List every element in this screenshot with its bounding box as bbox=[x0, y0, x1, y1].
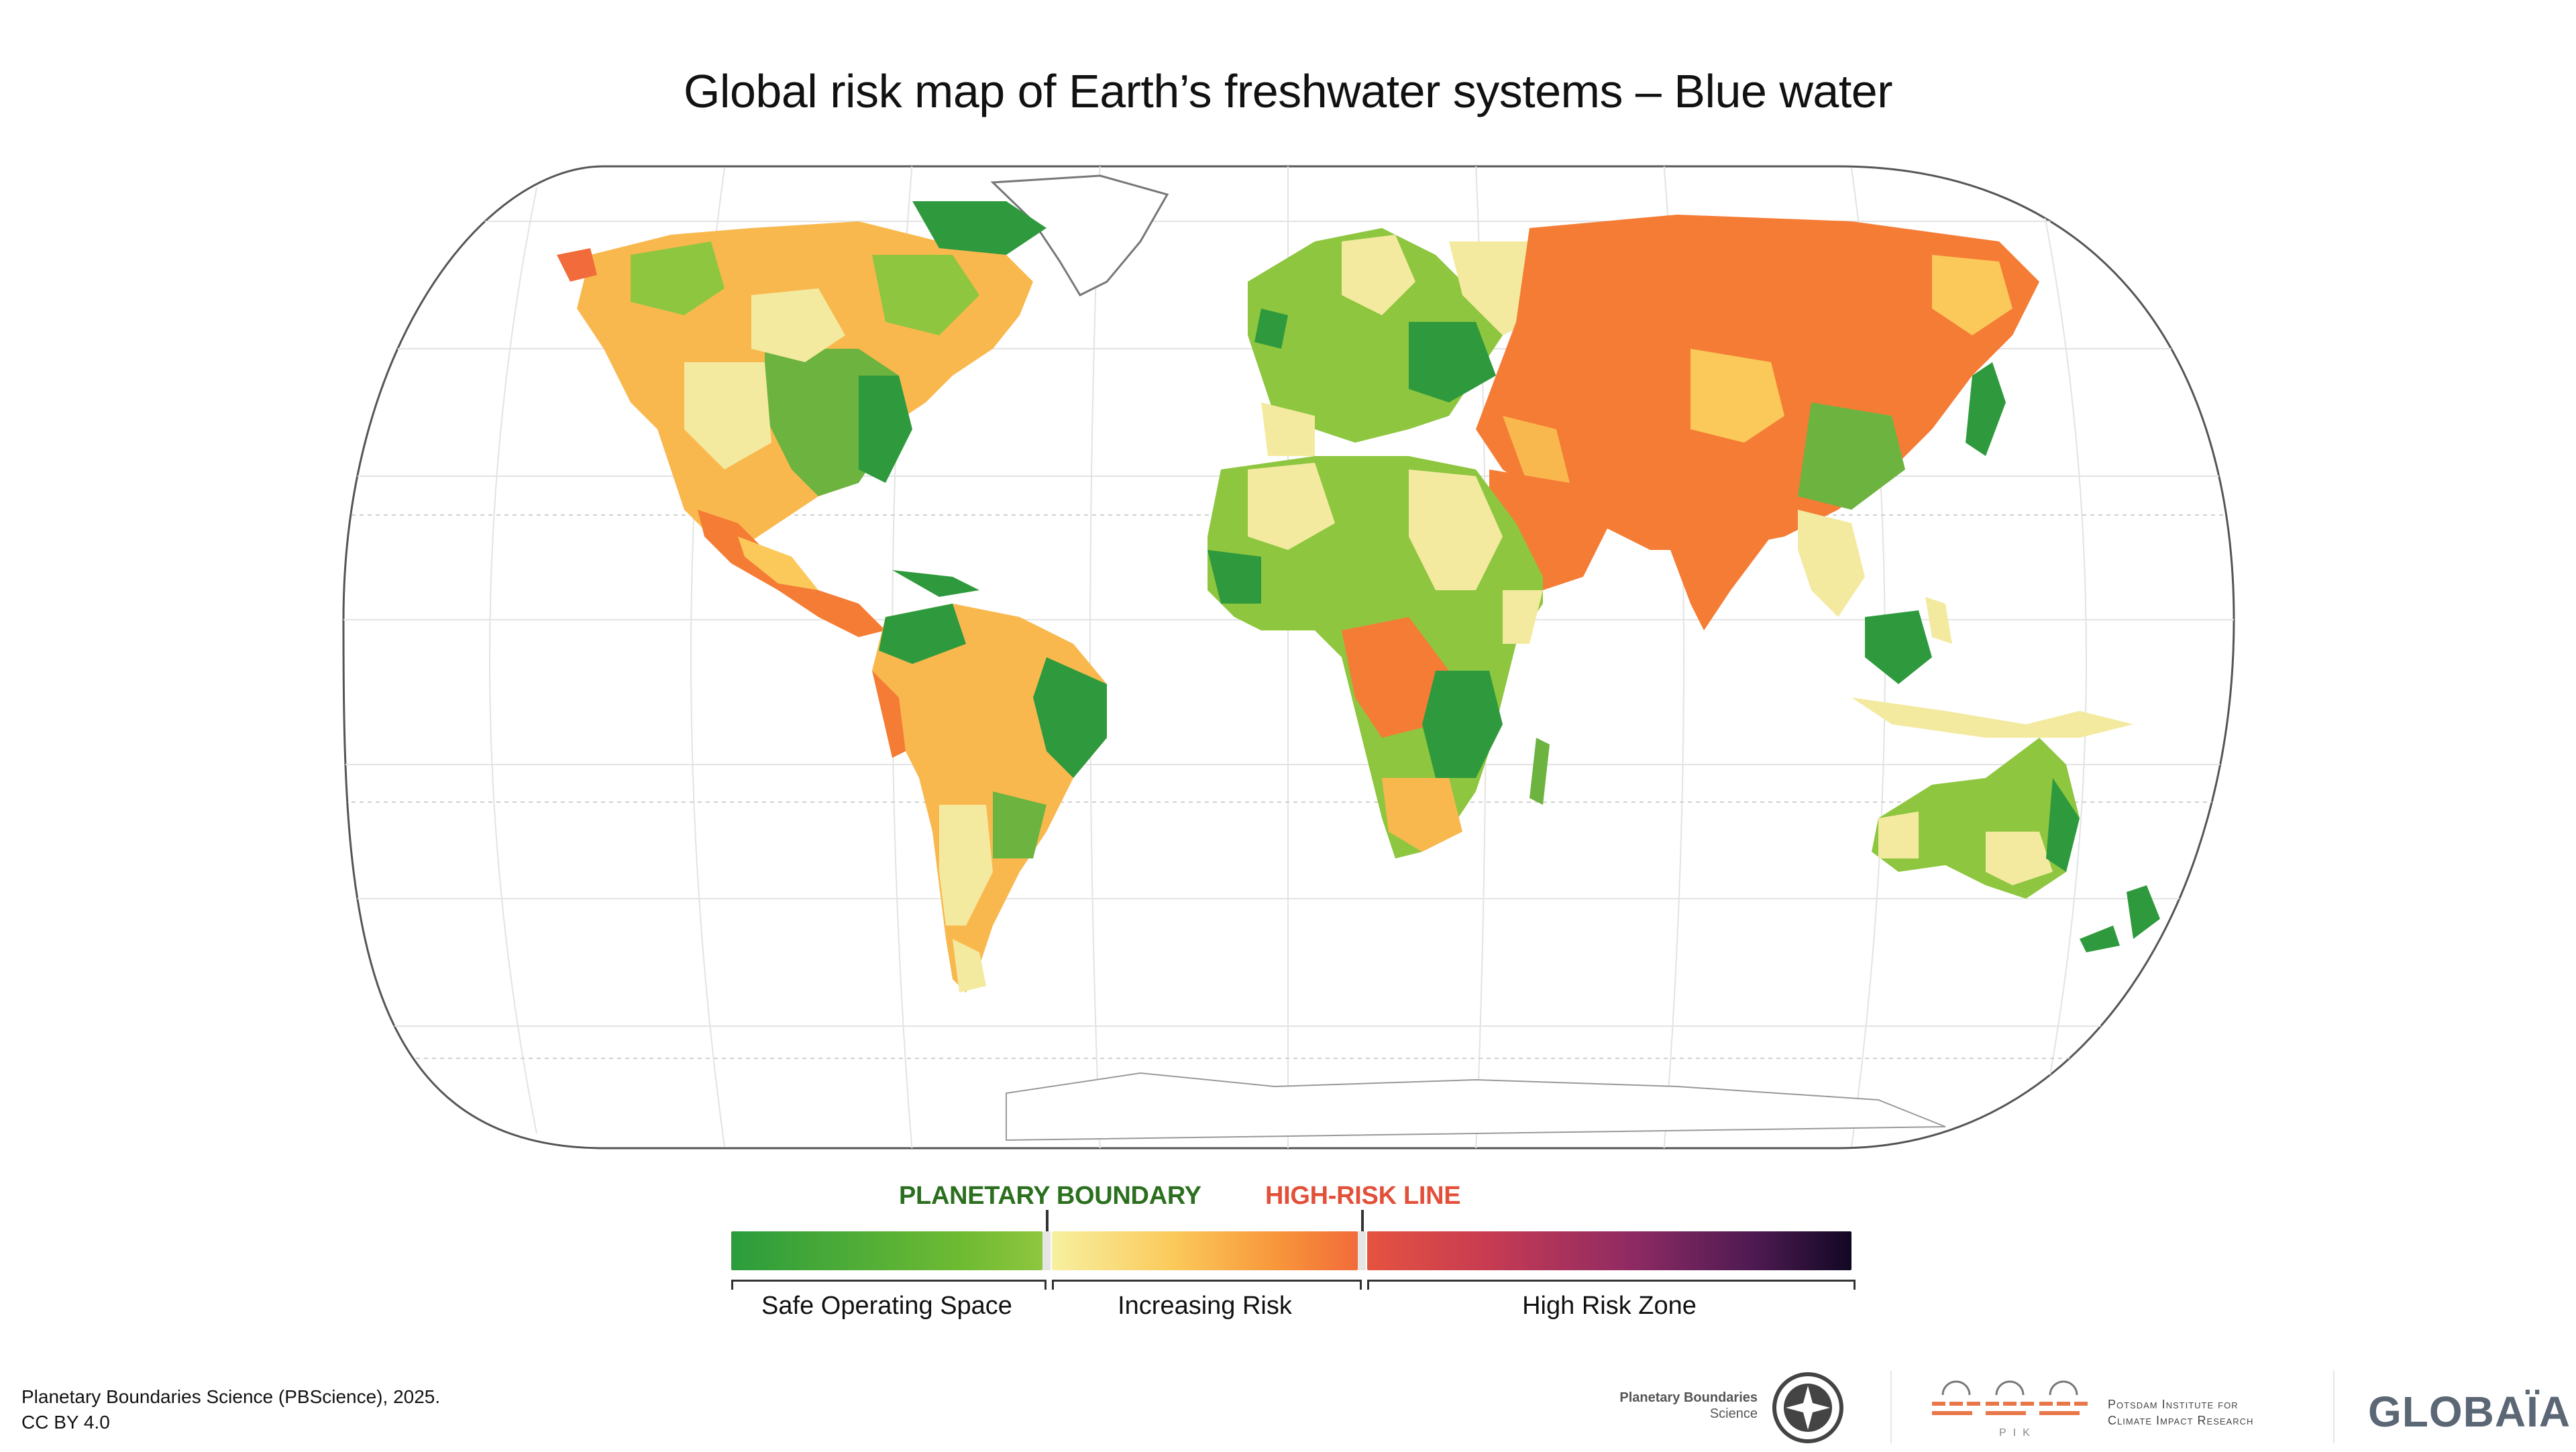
logo-divider bbox=[1890, 1371, 1892, 1443]
antarctica bbox=[1006, 1072, 1946, 1141]
africa bbox=[1208, 456, 1550, 858]
globaia-logo: GLOBAÏA bbox=[2368, 1388, 2571, 1436]
credit-line-1: Planetary Boundaries Science (PBScience)… bbox=[21, 1386, 441, 1407]
pbs-logo-text: Planetary Boundaries Science bbox=[1590, 1390, 1758, 1422]
planetary-boundary-marker bbox=[1046, 1210, 1049, 1233]
pik-line-1: Potsdam Institute for bbox=[2108, 1398, 2239, 1411]
north-america bbox=[577, 201, 1046, 637]
legend-gap bbox=[1358, 1231, 1366, 1270]
planetary-boundary-label: PLANETARY BOUNDARY bbox=[899, 1182, 1201, 1210]
bracket-safe bbox=[731, 1280, 1046, 1290]
pbs-line-1: Planetary Boundaries bbox=[1619, 1390, 1758, 1405]
safe-operating-space-label: Safe Operating Space bbox=[761, 1292, 1012, 1320]
south-america bbox=[872, 604, 1107, 993]
legend-bar-safe bbox=[731, 1231, 1042, 1270]
map-title: Global risk map of Earth’s freshwater sy… bbox=[683, 65, 1893, 117]
pik-short: PIK bbox=[1999, 1427, 2037, 1439]
asia bbox=[1476, 215, 2133, 738]
pbs-line-2: Science bbox=[1709, 1406, 1758, 1421]
legend-gap bbox=[1042, 1231, 1051, 1270]
legend-bar-increasing bbox=[1052, 1231, 1358, 1270]
credit-line-2: CC BY 4.0 bbox=[21, 1412, 110, 1433]
pik-logo-icon bbox=[1932, 1380, 2088, 1415]
bracket-high bbox=[1367, 1280, 1856, 1290]
bracket-increasing bbox=[1052, 1280, 1362, 1290]
high-risk-zone-label: High Risk Zone bbox=[1522, 1292, 1697, 1320]
pik-logo-text: Potsdam Institute for Climate Impact Res… bbox=[2108, 1396, 2253, 1429]
high-risk-line-label: HIGH-RISK LINE bbox=[1265, 1182, 1461, 1210]
greenland bbox=[990, 174, 1169, 296]
australia bbox=[1872, 738, 2160, 952]
credit: Planetary Boundaries Science (PBScience)… bbox=[21, 1384, 440, 1435]
high-risk-line-marker bbox=[1361, 1210, 1364, 1233]
pik-line-2: Climate Impact Research bbox=[2108, 1414, 2254, 1427]
logo-divider bbox=[2333, 1371, 2334, 1443]
legend-bar-high-risk bbox=[1367, 1231, 1851, 1270]
increasing-risk-label: Increasing Risk bbox=[1118, 1292, 1292, 1320]
pbs-logo-icon bbox=[1772, 1372, 1843, 1443]
